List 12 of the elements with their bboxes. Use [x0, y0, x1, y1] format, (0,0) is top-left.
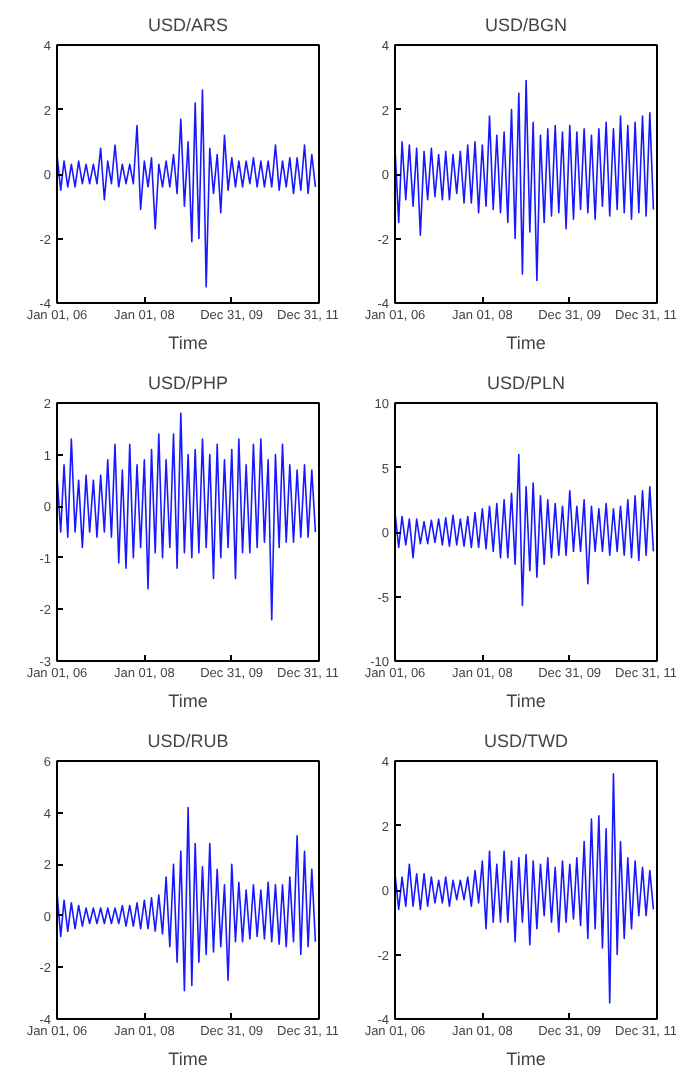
x-axis-title: Time [168, 691, 208, 711]
x-axis-title: Time [506, 333, 546, 353]
chart-title: USD/PLN [486, 373, 566, 393]
x-axis-title: Time [168, 333, 208, 353]
chart-title: USD/TWD [484, 731, 569, 751]
x-axis-title: Time [506, 1049, 546, 1069]
chart-title: USD/PHP [147, 373, 229, 393]
x-axis-title: Time [506, 691, 546, 711]
chart-title: USD/BGN [484, 15, 568, 35]
chart-title: USD/RUB [147, 731, 229, 751]
chart-title: USD/ARS [147, 15, 229, 35]
x-axis-title: Time [168, 1049, 208, 1069]
